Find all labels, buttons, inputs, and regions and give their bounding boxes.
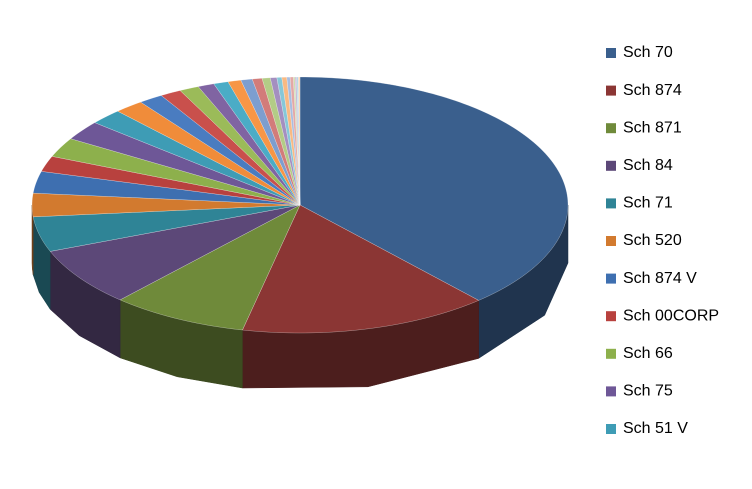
legend-swatch — [606, 273, 616, 284]
slice — [94, 110, 301, 206]
legend-label: Sch 84 — [623, 157, 673, 174]
legend-label: Sch 520 — [623, 232, 682, 249]
legend-label: Sch 70 — [623, 44, 673, 61]
slice — [32, 204, 301, 252]
slice — [242, 204, 480, 334]
legend-label: Sch 51 V — [623, 420, 688, 437]
slice — [32, 171, 301, 206]
legend-swatch — [606, 424, 616, 434]
slice — [299, 76, 569, 301]
legend-label: Sch 00CORP — [623, 307, 719, 324]
slice — [119, 204, 301, 331]
legend-swatch — [606, 348, 616, 359]
legend-swatch — [606, 123, 616, 134]
legend-swatch — [606, 198, 616, 209]
legend-swatch — [606, 236, 616, 246]
legend-label: Sch 71 — [623, 195, 673, 212]
slice — [51, 138, 301, 206]
slice — [31, 192, 301, 218]
legend-swatch — [606, 311, 616, 322]
legend-swatch — [606, 386, 616, 397]
slice — [70, 122, 301, 206]
slice — [117, 101, 301, 206]
legend-swatch — [606, 85, 616, 96]
legend-swatch — [606, 48, 616, 58]
legend-label: Sch 871 — [623, 119, 682, 136]
slice — [49, 204, 301, 301]
legend-label: Sch 75 — [623, 383, 673, 400]
slice — [140, 95, 301, 206]
legend-label: Sch 874 — [623, 82, 682, 99]
legend-label: Sch 66 — [623, 345, 673, 362]
slice — [160, 90, 301, 206]
legend-swatch — [606, 160, 616, 171]
slice — [41, 156, 301, 206]
legend-label: Sch 874 V — [623, 270, 697, 287]
slice — [298, 76, 301, 206]
